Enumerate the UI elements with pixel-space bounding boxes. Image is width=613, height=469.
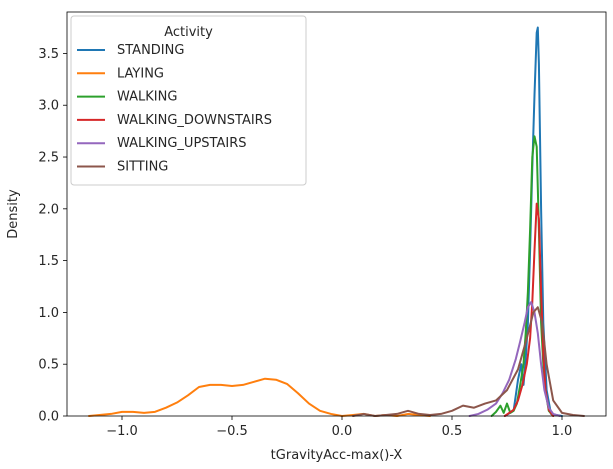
x-tick-label: 1.0: [552, 424, 573, 439]
series-line-sitting: [352, 306, 585, 417]
legend-title: Activity: [164, 25, 213, 40]
series-layer: [88, 26, 585, 417]
y-tick-label: 0.0: [38, 410, 59, 425]
y-tick-label: 1.0: [38, 306, 59, 321]
x-axis-ticks: −1.0 −0.5 0.0 0.5 1.0: [106, 416, 572, 439]
series-line-laying: [88, 377, 431, 417]
x-tick-label: −0.5: [216, 424, 248, 439]
legend-label: STANDING: [117, 43, 184, 58]
y-axis-ticks: 0.0 0.5 1.0 1.5 2.0 2.5 3.0 3.5: [38, 47, 67, 425]
legend-item-laying: LAYING: [77, 66, 164, 81]
legend-item-walking-upstairs: WALKING_UPSTAIRS: [77, 136, 247, 151]
legend-item-walking: WALKING: [77, 90, 177, 105]
x-tick-label: −1.0: [106, 424, 138, 439]
y-tick-label: 3.5: [38, 47, 59, 62]
y-tick-label: 2.5: [38, 151, 59, 166]
legend-label: WALKING: [117, 90, 177, 105]
y-tick-label: 2.0: [38, 202, 59, 217]
x-tick-label: 0.0: [332, 424, 353, 439]
legend-item-walking-downstairs: WALKING_DOWNSTAIRS: [77, 113, 272, 128]
series-line-walking-upstairs: [468, 301, 561, 417]
legend-label: WALKING_DOWNSTAIRS: [117, 113, 272, 128]
legend-item-sitting: SITTING: [77, 160, 168, 175]
series-line-standing: [503, 26, 563, 417]
y-tick-label: 1.5: [38, 254, 59, 269]
legend-label: SITTING: [117, 160, 168, 175]
legend-label: LAYING: [117, 66, 164, 81]
plot-frame: [66, 11, 607, 417]
series-line-walking-downstairs: [503, 202, 555, 417]
x-tick-label: 0.5: [442, 424, 463, 439]
y-tick-label: 3.0: [38, 99, 59, 114]
legend: Activity STANDING LAYING WALKING WALKING_DO…: [70, 15, 307, 186]
y-axis-label: Density: [6, 189, 21, 239]
x-axis-label: tGravityAcc-max()-X: [271, 448, 403, 463]
y-tick-label: 0.5: [38, 358, 59, 373]
legend-item-standing: STANDING: [77, 43, 184, 58]
legend-items: STANDING LAYING WALKING WALKING_DOWNSTAIRS W…: [77, 43, 272, 175]
legend-box: [70, 15, 307, 186]
legend-label: WALKING_UPSTAIRS: [117, 136, 247, 151]
